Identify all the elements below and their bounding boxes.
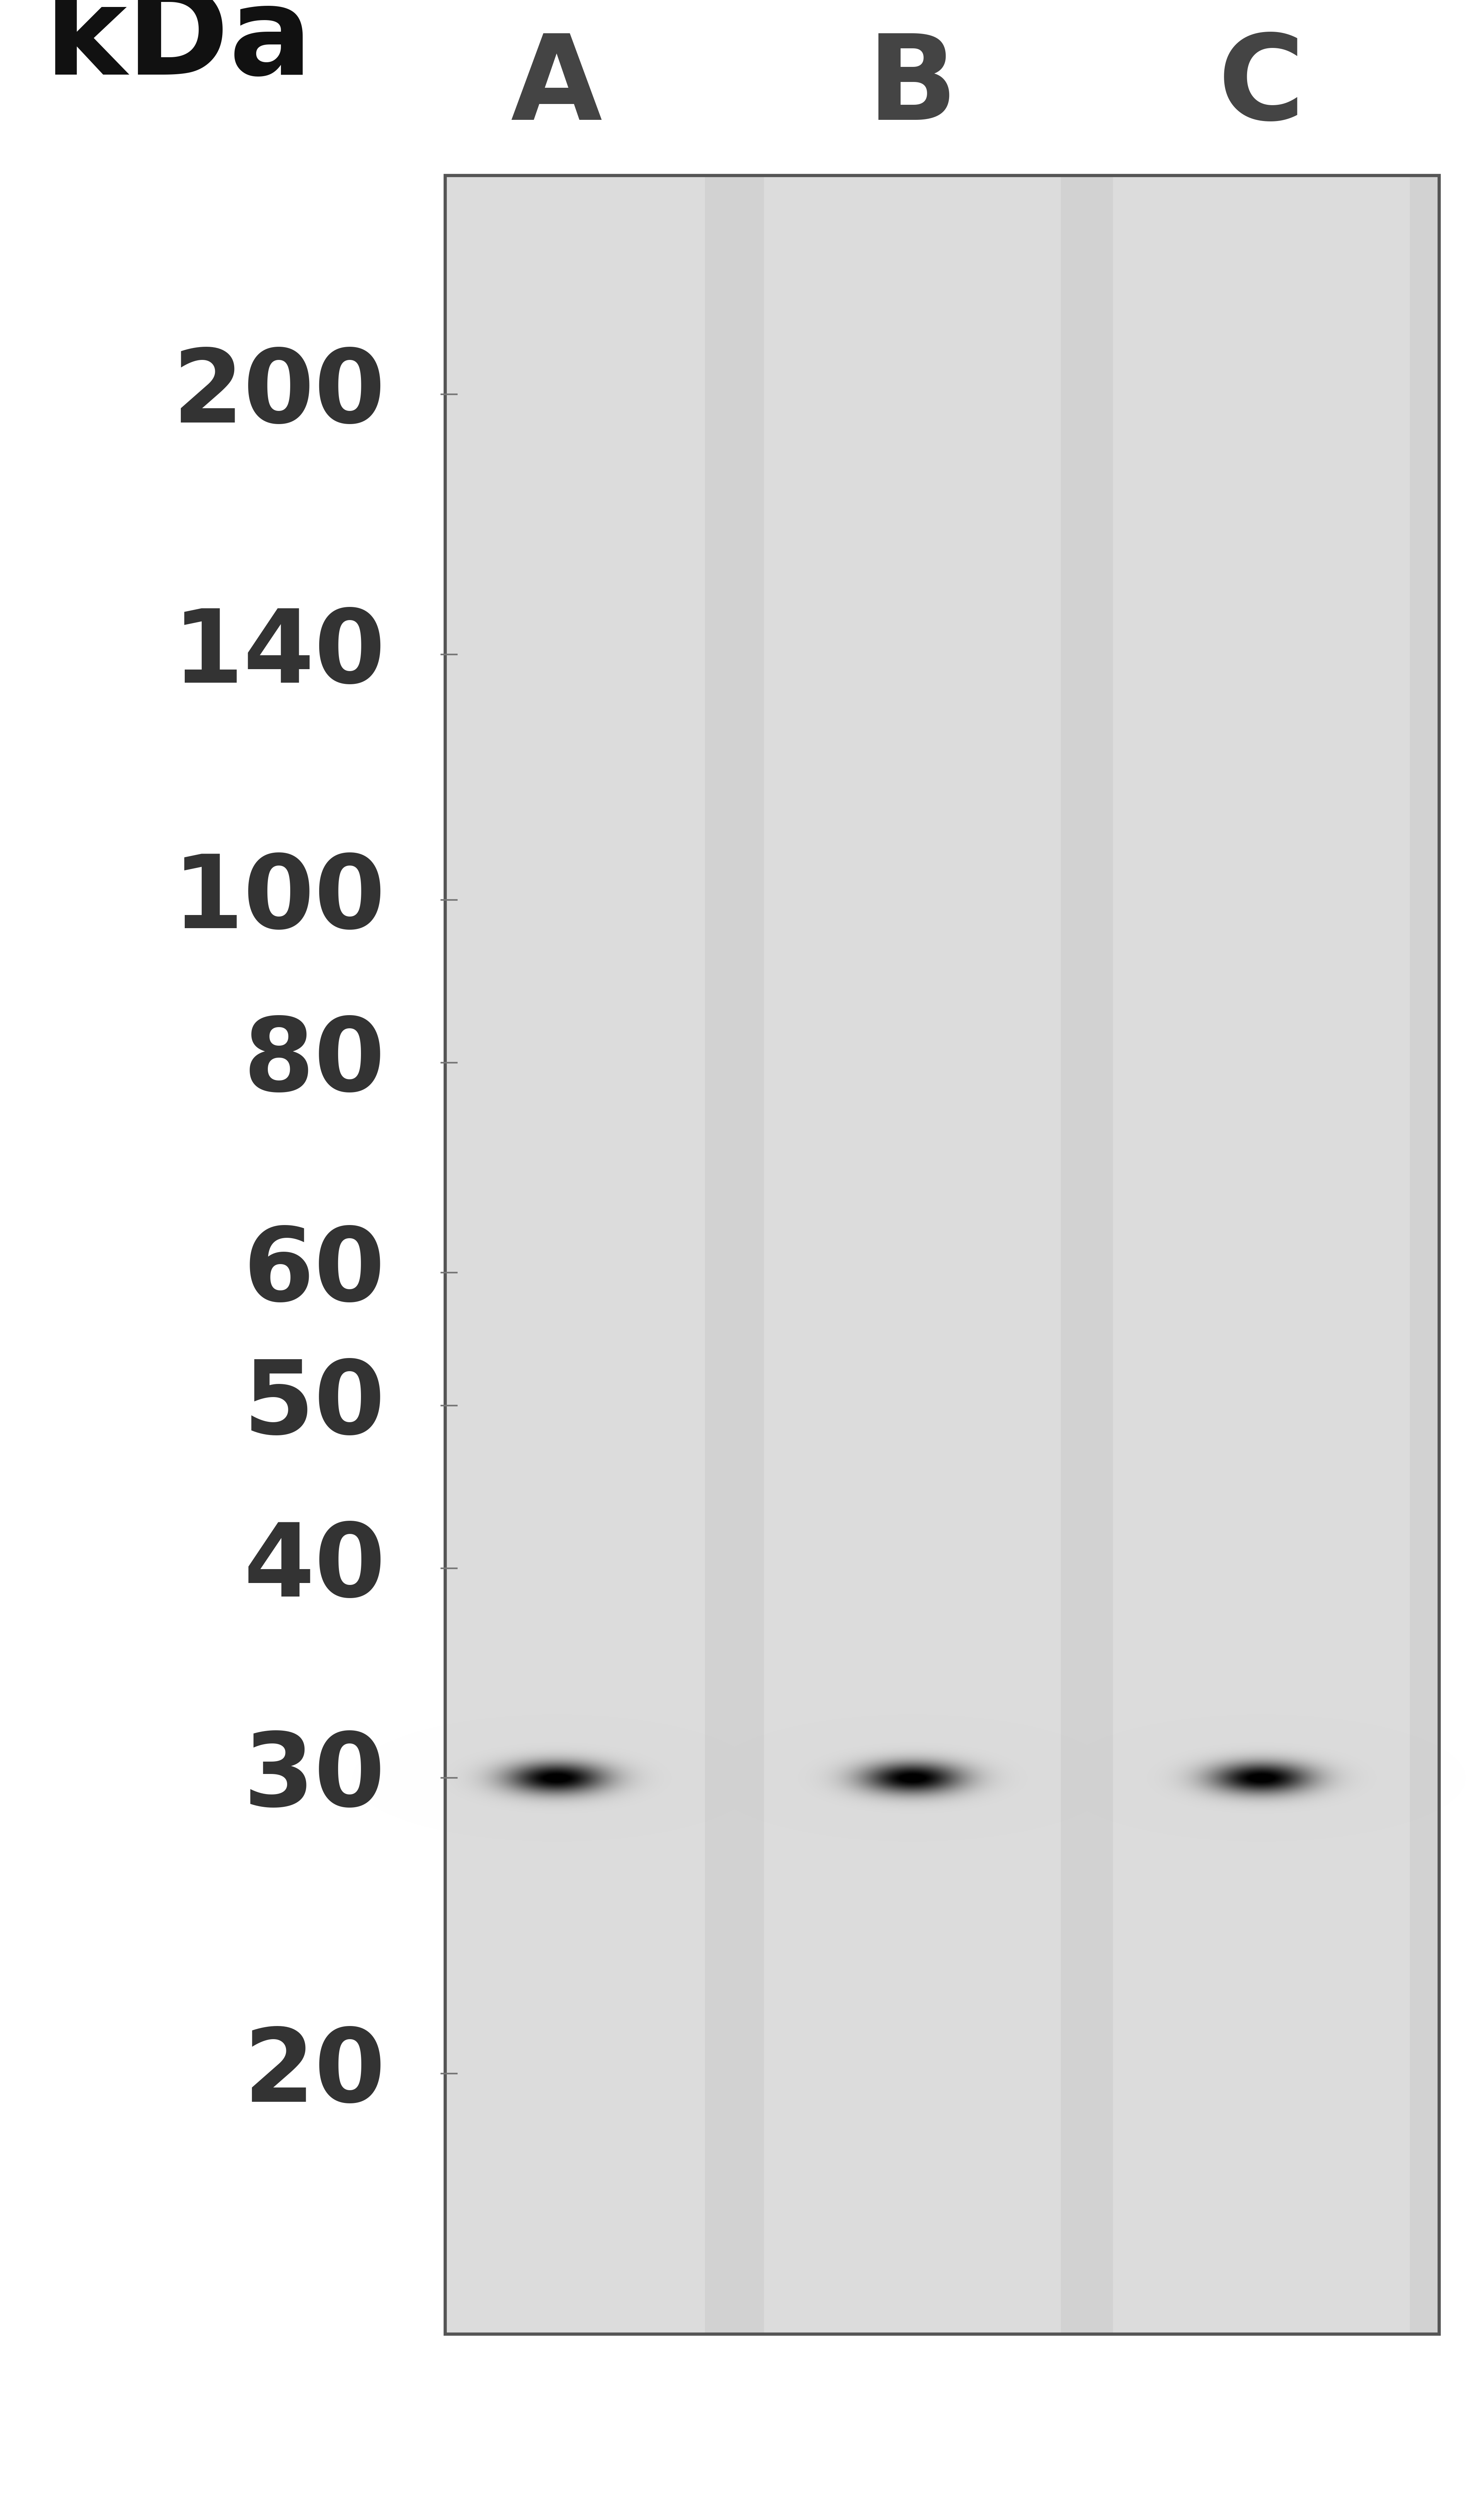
Bar bbox=[445, 176, 1439, 2334]
Text: 40: 40 bbox=[243, 1519, 386, 1619]
Text: 60: 60 bbox=[243, 1222, 386, 1323]
Text: 50: 50 bbox=[243, 1355, 386, 1456]
Text: A: A bbox=[510, 30, 603, 146]
Text: 140: 140 bbox=[172, 605, 386, 703]
Text: C: C bbox=[1218, 30, 1304, 146]
Text: 30: 30 bbox=[243, 1729, 386, 1827]
Text: 80: 80 bbox=[243, 1014, 386, 1112]
Text: B: B bbox=[868, 30, 957, 146]
Text: 20: 20 bbox=[243, 2023, 386, 2123]
Text: 100: 100 bbox=[172, 851, 386, 949]
Text: kDa: kDa bbox=[45, 0, 313, 100]
Text: 200: 200 bbox=[172, 344, 386, 444]
